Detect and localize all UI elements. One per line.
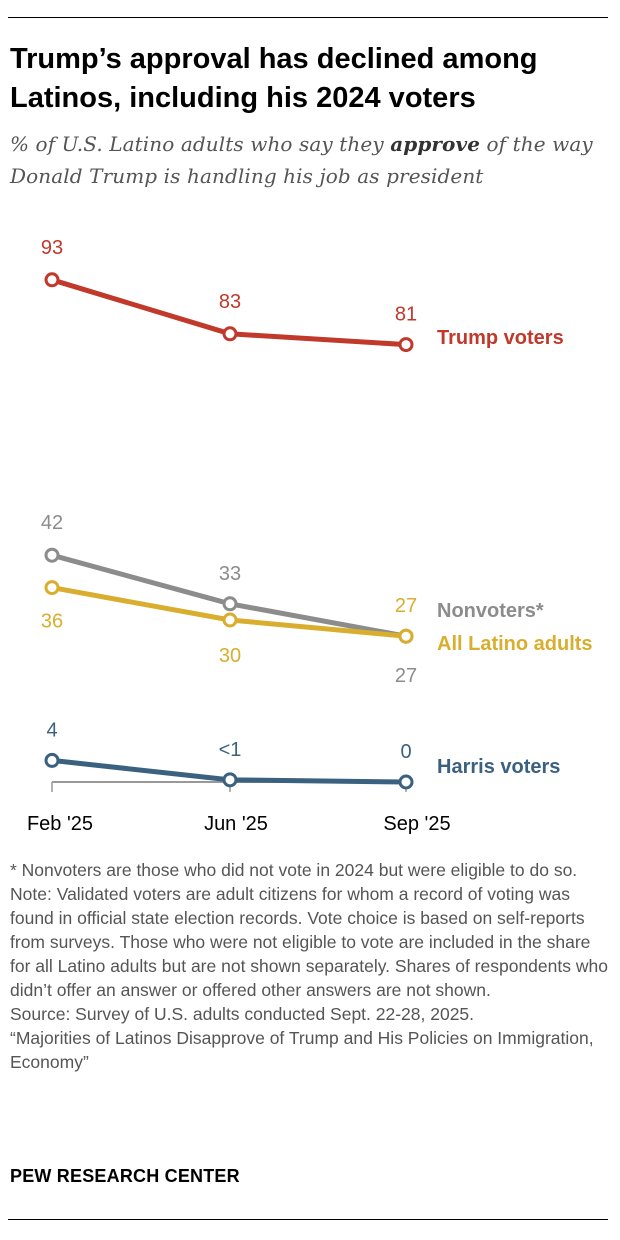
data-point-harris-voters [398,774,414,790]
data-label-trump-voters: 81 [395,304,417,326]
data-label-harris-voters: 4 [46,719,57,741]
data-label-trump-voters: 93 [41,237,63,259]
chart-subtitle: % of U.S. Latino adults who say they app… [10,128,610,192]
top-rule [8,17,608,18]
data-label-trump-voters: 83 [219,291,241,313]
methodology-note: Note: Validated voters are adult citizen… [10,884,608,1000]
data-label-nonvoters: 27 [395,665,417,687]
data-label-nonvoters: 33 [219,563,241,585]
data-point-all-latino-adults [398,628,414,644]
chart-title: Trump’s approval has declined among Lati… [10,43,538,114]
data-label-harris-voters: 0 [400,741,411,763]
source-line: Source: Survey of U.S. adults conducted … [10,1004,475,1024]
subtitle-text-start: % of U.S. Latino adults who say they [10,132,391,156]
report-title: “Majorities of Latinos Disapprove of Tru… [10,1028,594,1072]
series-name-all-latino-adults: All Latino adults [437,633,593,655]
data-point-trump-voters [222,326,238,342]
brand-logo-text: PEW RESEARCH CENTER [10,1166,240,1186]
series-line-all-latino-adults [49,585,409,639]
subtitle-emphasis: approve [390,132,481,156]
footnote-nonvoters: * Nonvoters are those who did not vote i… [10,860,578,880]
data-point-all-latino-adults [222,612,238,628]
data-point-harris-voters [44,752,60,768]
data-point-nonvoters [222,596,238,612]
data-label-all-latino-adults: 27 [395,595,417,617]
bottom-rule [8,1219,608,1220]
data-point-nonvoters [44,547,60,563]
data-label-all-latino-adults: 30 [219,645,241,667]
data-label-all-latino-adults: 36 [41,611,63,633]
x-tick-label: Sep '25 [383,813,450,835]
data-point-harris-voters [222,772,238,788]
chart-notes: * Nonvoters are those who did not vote i… [10,858,610,1074]
line-chart: Feb '25 Jun '25 Sep '25 93 83 81 Trump voters 4… [27,237,593,835]
subtitle-text-end: of the way Donald Trump is handling his … [10,132,593,188]
x-tick-label: Feb '25 [27,813,93,835]
data-label-harris-voters: <1 [219,739,242,761]
series-name-harris-voters: Harris voters [437,756,560,778]
series-name-trump-voters: Trump voters [437,327,564,349]
data-point-trump-voters [398,337,414,353]
data-point-trump-voters [44,272,60,288]
x-tick-label: Jun '25 [204,813,268,835]
series-name-nonvoters: Nonvoters* [437,600,544,622]
data-label-nonvoters: 42 [41,512,63,534]
data-point-all-latino-adults [44,580,60,596]
